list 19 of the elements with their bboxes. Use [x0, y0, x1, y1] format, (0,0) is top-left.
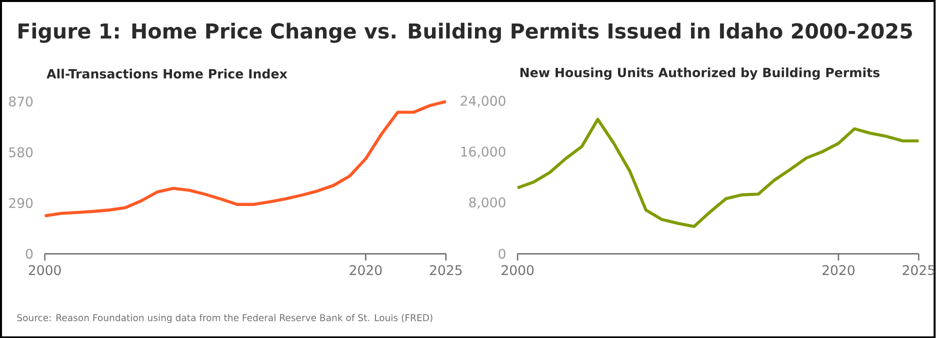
y-tick-label: 0 — [498, 248, 506, 259]
chart-subtitle: All-Transactions Home Price Index — [46, 68, 288, 78]
x-tick-label: 2000 — [28, 264, 61, 275]
y-tick-label: 24,000 — [460, 96, 506, 108]
y-tick-label: 8,000 — [469, 197, 506, 209]
y-tick-label: 870 — [9, 96, 33, 106]
y-tick-label: 16,000 — [461, 146, 506, 158]
y-tick-label: 290 — [9, 198, 33, 208]
x-tick-label: 2020 — [822, 264, 854, 275]
x-tick-label: 2000 — [502, 264, 534, 275]
y-tick-label: 580 — [9, 147, 33, 158]
line-series — [43, 100, 448, 218]
chart-title: Figure 1: Home Price Change vs. Building Permits Issued in Idaho 2000-2025 — [18, 22, 912, 43]
x-tick-label: 2025 — [430, 264, 462, 275]
chart-subtitle: New Housing Units Authorized by Building Permits — [520, 67, 880, 80]
x-tick-label: 2020 — [350, 264, 382, 275]
source-note: Source: Reason Foundation using data from the Federal Reserve Bank of St. Louis (FRED) — [17, 314, 432, 323]
line-series — [516, 118, 920, 228]
y-tick-label: 0 — [26, 248, 33, 259]
